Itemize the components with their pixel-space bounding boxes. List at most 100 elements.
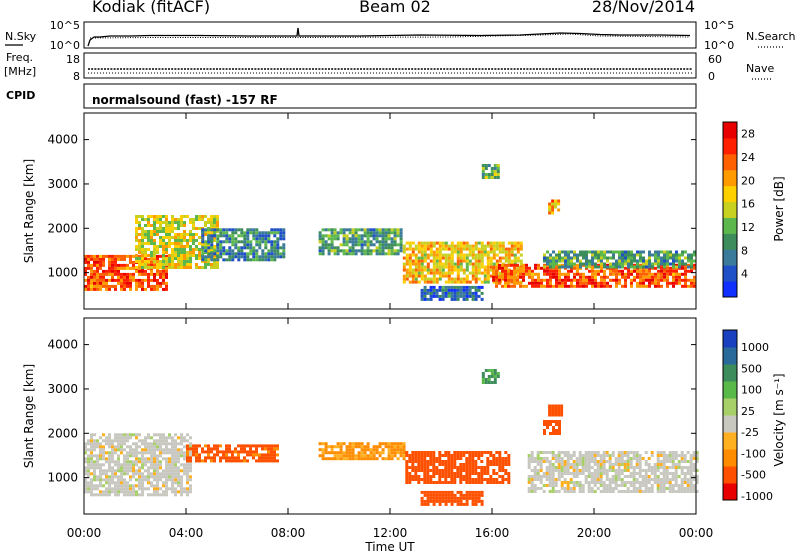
data-cell [537,281,540,285]
data-cell [597,250,600,254]
data-cell [480,256,484,260]
data-cell [671,451,675,454]
data-cell [638,466,642,469]
data-cell [102,451,105,455]
data-cell [493,170,497,173]
data-cell [570,284,573,288]
data-cell [141,493,144,497]
data-cell [626,487,630,490]
data-cell [141,284,144,288]
data-cell [423,478,427,481]
data-cell [99,254,102,258]
data-cell [222,258,226,262]
data-cell [654,272,657,276]
data-cell [551,469,555,472]
data-cell [186,233,189,236]
data-cell [693,281,696,285]
data-cell [557,208,561,212]
data-cell [420,463,424,466]
data-cell [690,281,693,285]
data-cell [519,262,523,266]
data-cell [474,496,478,500]
data-cell [462,294,466,298]
data-cell [605,454,609,457]
data-cell [198,459,201,463]
data-cell [495,253,499,257]
data-cell [159,227,162,230]
data-cell [93,460,96,464]
data-cell [576,253,579,257]
data-cell [471,262,475,266]
data-cell [165,451,168,455]
data-cell [162,230,165,233]
data-cell [465,463,469,466]
data-cell [453,244,457,248]
data-cell [162,287,165,291]
data-cell [612,269,615,273]
data-cell [641,481,645,484]
data-cell [486,277,490,281]
data-cell [510,263,513,267]
data-cell [213,260,216,263]
data-cell [267,231,271,235]
data-cell [180,454,183,458]
data-cell [471,256,475,260]
data-cell [435,288,439,292]
data-cell [665,472,669,475]
data-cell [498,469,502,472]
data-cell [471,478,475,481]
data-cell [471,277,475,281]
data-cell [441,499,445,503]
data-cell [636,272,639,276]
data-cell [333,237,337,241]
data-cell [533,478,537,481]
data-cell [596,466,600,469]
data-cell [477,499,481,503]
data-cell [135,445,138,449]
data-cell [171,478,174,482]
data-cell [426,493,430,497]
data-cell [588,269,591,273]
data-cell [534,278,537,282]
data-cell [657,284,660,288]
data-cell [669,262,672,266]
data-cell [462,259,466,263]
data-cell [648,256,651,260]
data-cell [111,284,114,288]
data-cell [186,456,189,460]
data-cell [144,457,147,461]
data-cell [519,275,522,279]
data-cell [408,454,412,457]
data-cell [273,255,277,259]
data-cell [551,410,555,414]
data-cell [150,460,153,464]
data-cell [545,484,549,487]
data-cell [423,472,427,475]
data-cell [198,453,201,457]
data-cell [504,457,508,460]
data-cell [87,448,90,452]
data-cell [626,451,630,454]
data-cell [453,475,457,478]
data-cell [432,259,436,263]
data-cell [593,457,597,460]
data-cell [608,466,612,469]
data-cell [213,215,216,218]
data-cell [656,478,660,481]
data-cell [450,256,454,260]
data-cell [414,259,418,263]
data-cell [159,284,162,288]
data-cell [617,463,621,466]
data-cell [171,260,174,263]
data-cell [414,466,418,469]
data-cell [429,475,433,478]
data-cell [429,496,433,500]
data-cell [441,469,445,472]
data-cell [150,284,153,288]
data-cell [543,278,546,282]
data-cell [483,277,487,281]
data-cell [84,478,87,482]
data-cell [231,255,235,259]
data-cell [429,454,433,457]
data-cell [480,451,484,454]
